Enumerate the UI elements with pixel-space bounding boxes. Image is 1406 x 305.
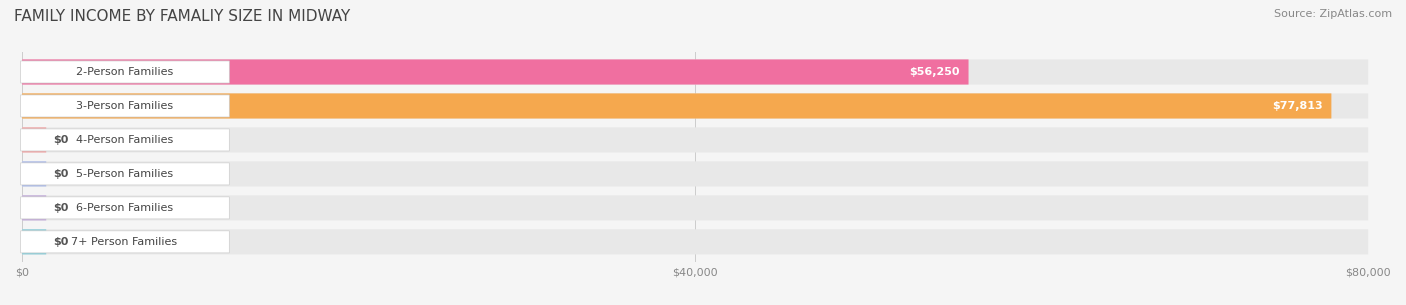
- FancyBboxPatch shape: [22, 93, 1368, 119]
- Text: 2-Person Families: 2-Person Families: [76, 67, 173, 77]
- FancyBboxPatch shape: [22, 229, 46, 254]
- Text: Source: ZipAtlas.com: Source: ZipAtlas.com: [1274, 9, 1392, 19]
- FancyBboxPatch shape: [22, 195, 46, 221]
- Text: $0: $0: [53, 169, 69, 179]
- FancyBboxPatch shape: [22, 195, 1368, 221]
- FancyBboxPatch shape: [22, 127, 46, 152]
- Text: 7+ Person Families: 7+ Person Families: [72, 237, 177, 247]
- FancyBboxPatch shape: [21, 61, 229, 83]
- FancyBboxPatch shape: [22, 59, 969, 84]
- Text: FAMILY INCOME BY FAMALIY SIZE IN MIDWAY: FAMILY INCOME BY FAMALIY SIZE IN MIDWAY: [14, 9, 350, 24]
- FancyBboxPatch shape: [22, 59, 1368, 84]
- FancyBboxPatch shape: [22, 161, 1368, 186]
- FancyBboxPatch shape: [22, 229, 1368, 254]
- Text: 5-Person Families: 5-Person Families: [76, 169, 173, 179]
- FancyBboxPatch shape: [21, 95, 229, 117]
- Text: $56,250: $56,250: [910, 67, 960, 77]
- FancyBboxPatch shape: [22, 161, 46, 186]
- FancyBboxPatch shape: [21, 129, 229, 151]
- FancyBboxPatch shape: [21, 231, 229, 253]
- Text: $0: $0: [53, 203, 69, 213]
- FancyBboxPatch shape: [22, 127, 1368, 152]
- FancyBboxPatch shape: [21, 163, 229, 185]
- Text: 6-Person Families: 6-Person Families: [76, 203, 173, 213]
- FancyBboxPatch shape: [21, 197, 229, 219]
- Text: $0: $0: [53, 237, 69, 247]
- Text: $0: $0: [53, 135, 69, 145]
- Text: 4-Person Families: 4-Person Families: [76, 135, 173, 145]
- Text: 3-Person Families: 3-Person Families: [76, 101, 173, 111]
- Text: $77,813: $77,813: [1272, 101, 1323, 111]
- FancyBboxPatch shape: [22, 93, 1331, 119]
